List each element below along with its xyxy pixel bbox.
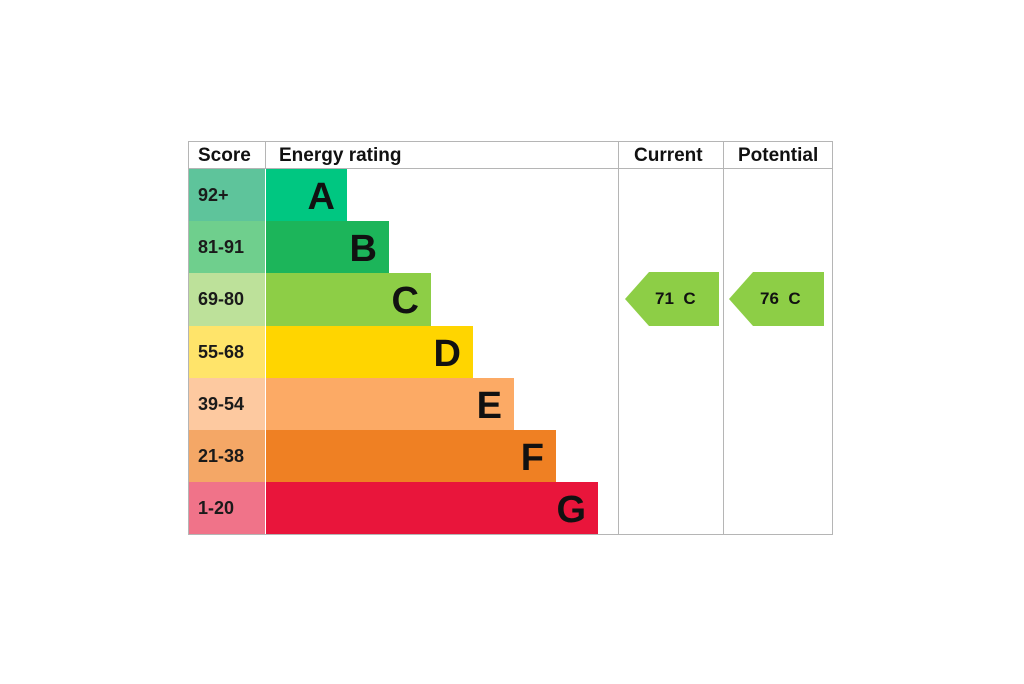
header-divider: [265, 142, 266, 168]
rating-bar-f: F: [266, 430, 556, 483]
rating-bar-d: D: [266, 325, 473, 378]
arrow-polygon: [729, 272, 824, 326]
score-range-a: 92+: [189, 169, 265, 222]
potential-rating-label: 76 C: [760, 289, 801, 308]
potential-header: Potential: [738, 145, 819, 166]
score-range-c: 69-80: [189, 273, 265, 326]
potential-column-divider: [723, 142, 724, 534]
score-header: Score: [198, 145, 251, 166]
rating-bar-c: C: [266, 273, 431, 326]
rating-bar-b: B: [266, 221, 389, 274]
rating-bar-g: G: [266, 482, 598, 535]
epc-chart: Score Energy rating Current Potential 92…: [188, 141, 833, 535]
current-column-divider: [618, 142, 619, 534]
current-rating-indicator: 71 C: [625, 272, 719, 326]
header-separator: [189, 168, 832, 169]
current-arrow-shape: [625, 272, 719, 326]
score-range-f: 21-38: [189, 430, 265, 483]
score-range-b: 81-91: [189, 221, 265, 274]
current-rating-label: 71 C: [655, 289, 696, 308]
potential-rating-indicator: 76 C: [729, 272, 824, 326]
score-range-e: 39-54: [189, 377, 265, 430]
rating-bar-a: A: [266, 169, 347, 222]
potential-arrow-shape: [729, 272, 824, 326]
score-range-d: 55-68: [189, 325, 265, 378]
current-header: Current: [634, 145, 703, 166]
arrow-polygon: [625, 272, 719, 326]
energy-rating-header: Energy rating: [279, 145, 402, 166]
score-range-g: 1-20: [189, 482, 265, 535]
rating-bar-e: E: [266, 377, 514, 430]
